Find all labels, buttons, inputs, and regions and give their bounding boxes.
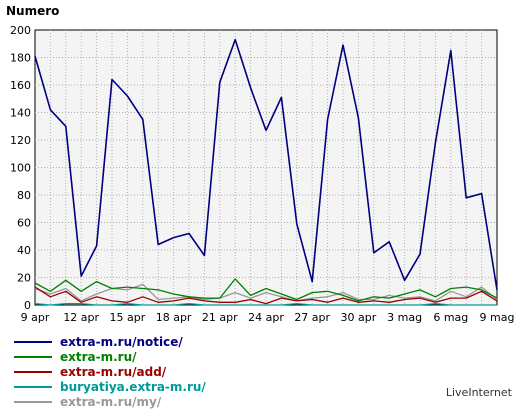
legend-swatch (14, 355, 52, 358)
legend-label: extra-m.ru/notice/ (60, 334, 183, 349)
legend-swatch (14, 400, 52, 403)
legend-swatch (14, 340, 52, 343)
y-tick-label: 60 (17, 217, 31, 230)
legend-item: extra-m.ru/notice/ (14, 334, 206, 349)
y-tick-label: 40 (17, 244, 31, 257)
legend-label: extra-m.ru/ (60, 349, 137, 364)
legend-item: buryatiya.extra-m.ru/ (14, 379, 206, 394)
legend-item: extra-m.ru/add/ (14, 364, 206, 379)
x-tick-label: 21 apr (202, 311, 238, 324)
x-tick-label: 15 apr (110, 311, 146, 324)
legend: extra-m.ru/notice/extra-m.ru/extra-m.ru/… (14, 334, 206, 409)
legend-swatch (14, 370, 52, 373)
y-tick-label: 200 (10, 24, 31, 37)
legend-item: extra-m.ru/ (14, 349, 206, 364)
y-tick-label: 160 (10, 79, 31, 92)
y-tick-label: 80 (17, 189, 31, 202)
x-tick-labels: 9 apr 12 apr 15 apr 18 apr 21 apr 24 apr 27 ap… (21, 311, 515, 324)
legend-label: buryatiya.extra-m.ru/ (60, 379, 206, 394)
legend-item: extra-m.ru/my/ (14, 394, 206, 409)
x-tick-label: 3 mag (387, 311, 422, 324)
y-tick-label: 180 (10, 52, 31, 65)
series-line-1 (34, 278, 498, 302)
x-tick-label: 6 mag (433, 311, 468, 324)
series-line-2 (34, 286, 498, 305)
y-tick-label: 0 (24, 299, 31, 312)
legend-swatch (14, 385, 52, 388)
y-tick-label: 20 (17, 272, 31, 285)
series-line-3 (34, 302, 497, 306)
y-tick-labels: 0 20 40 60 80 100 120 140 160 180 200 (10, 24, 31, 312)
x-tick-label: 30 apr (341, 311, 377, 324)
vertical-gridlines (49, 30, 483, 305)
legend-label: extra-m.ru/add/ (60, 364, 167, 379)
x-tick-label: 24 apr (248, 311, 284, 324)
legend-label: extra-m.ru/my/ (60, 394, 162, 409)
line-chart: 0 20 40 60 80 100 120 140 160 180 200 9 apr 12 apr 1… (10, 24, 515, 324)
y-tick-label: 140 (10, 107, 31, 120)
y-tick-label: 120 (10, 134, 31, 147)
y-axis-label: Numero (6, 4, 60, 18)
x-tick-label: 9 apr (21, 311, 50, 324)
series-line-0 (34, 38, 498, 291)
series-lines (34, 38, 498, 306)
x-tick-label: 27 apr (294, 311, 330, 324)
x-tick-label: 18 apr (156, 311, 192, 324)
x-tick-label: 12 apr (63, 311, 99, 324)
brand-label: LiveInternet (445, 386, 512, 399)
x-tick-label: 9 mag (480, 311, 515, 324)
y-tick-label: 100 (10, 162, 31, 175)
